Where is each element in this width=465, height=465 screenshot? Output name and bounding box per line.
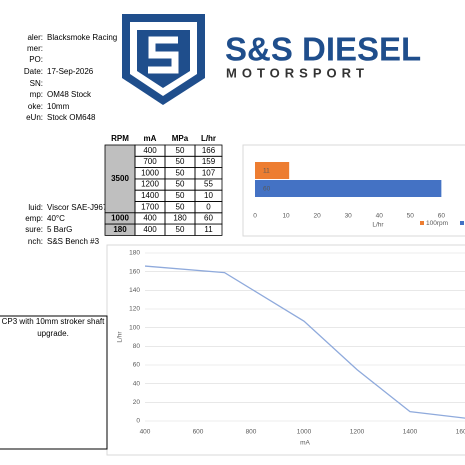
x-tick-label: 50: [407, 213, 415, 220]
rpm-value: 180: [113, 225, 127, 234]
x-tick-label: 1400: [403, 429, 418, 436]
bar-label: 11: [263, 168, 270, 175]
logo-subtitle: MOTORSPORT: [226, 65, 369, 80]
x-tick-label: 30: [345, 213, 353, 220]
field-label: Date:: [24, 67, 43, 76]
table-value: 10: [204, 191, 213, 200]
y-tick-label: 60: [133, 362, 141, 369]
field-label: PO:: [29, 55, 43, 64]
y-tick-label: 100: [129, 324, 140, 331]
x-axis-label: mA: [300, 440, 310, 447]
field-value: OM48 Stock: [47, 90, 92, 99]
y-tick-label: 140: [129, 287, 140, 294]
logo-title: S&S DIESEL: [225, 31, 421, 68]
bar-label: 60: [263, 186, 271, 193]
legend-swatch: [460, 221, 464, 225]
y-axis-label: L/hr: [117, 331, 124, 343]
field-label: emp:: [25, 214, 43, 223]
table-value: 50: [176, 146, 185, 155]
table-value: 50: [176, 191, 185, 200]
x-tick-label: 800: [246, 429, 257, 436]
field-label: mp:: [30, 90, 43, 99]
table-value: 107: [202, 168, 216, 177]
y-tick-label: 120: [129, 306, 140, 313]
table-value: 50: [176, 180, 185, 189]
field-value: 40°C: [47, 214, 65, 223]
field-value: 17-Sep-2026: [47, 67, 94, 76]
table-header: RPM: [111, 134, 129, 143]
x-tick-label: 1600: [456, 429, 465, 436]
table-value: 180: [173, 214, 187, 223]
field-label: oke:: [28, 102, 43, 111]
bar: [255, 180, 442, 197]
field-value: S&S Bench #3: [47, 237, 100, 246]
field-label: eUn:: [26, 113, 43, 122]
note-text: CP3 with 10mm stroker shaft: [2, 317, 105, 326]
rpm-cell: [104, 144, 136, 214]
legend-label: 100rpm: [426, 220, 448, 227]
table-value: 55: [204, 180, 213, 189]
table-value: 1000: [141, 168, 159, 177]
table-value: 159: [202, 157, 216, 166]
x-tick-label: 10: [282, 213, 290, 220]
x-axis-label: L/hr: [372, 222, 384, 229]
plot: [145, 265, 465, 419]
table-value: 1200: [141, 180, 159, 189]
table-value: 60: [204, 214, 213, 223]
x-tick-label: 20: [314, 213, 322, 220]
bar: [255, 162, 290, 179]
y-tick-label: 20: [133, 399, 141, 406]
y-tick-label: 40: [133, 380, 141, 387]
x-tick-label: 1000: [297, 429, 312, 436]
table-header: MPa: [172, 134, 189, 143]
y-tick-label: 0: [136, 418, 140, 425]
line-chart-frame: [106, 244, 465, 456]
field-value: 5 BarG: [47, 225, 72, 234]
table-value: 400: [143, 225, 157, 234]
table-value: 400: [143, 146, 157, 155]
x-tick-label: 1200: [350, 429, 365, 436]
line: [145, 265, 465, 419]
field-label: sure:: [25, 225, 43, 234]
table-value: 50: [176, 225, 185, 234]
table-value: 11: [204, 225, 213, 234]
table-value: 1700: [141, 202, 159, 211]
x-tick-label: 0: [253, 213, 257, 220]
x-tick-label: 600: [193, 429, 204, 436]
rpm-value: 3500: [111, 174, 129, 183]
field-label: nch:: [28, 237, 43, 246]
table-value: 50: [176, 157, 185, 166]
field-value: 10mm: [47, 102, 70, 111]
table-value: 50: [176, 168, 185, 177]
y-tick-label: 160: [129, 268, 140, 275]
field-value: Blacksmoke Racing: [47, 33, 117, 42]
legend-swatch: [420, 221, 424, 225]
y-tick-label: 80: [133, 343, 141, 350]
table-header: mA: [144, 134, 157, 143]
note-text: upgrade.: [37, 329, 69, 338]
table-value: 400: [143, 214, 157, 223]
x-tick-label: 40: [376, 213, 384, 220]
table-value: 1400: [141, 191, 159, 200]
table-value: 0: [206, 202, 211, 211]
note-box: [0, 315, 108, 450]
field-value: Viscor SAE-J967: [47, 203, 108, 212]
field-value: Stock OM648: [47, 113, 96, 122]
x-tick-label: 400: [140, 429, 151, 436]
x-tick-label: 60: [438, 213, 446, 220]
rpm-value: 1000: [111, 214, 129, 223]
table-value: 700: [143, 157, 157, 166]
field-label: aler:: [27, 33, 43, 42]
table-value: 166: [202, 146, 216, 155]
field-label: SN:: [30, 79, 43, 88]
field-label: mer:: [27, 44, 43, 53]
table-cell: [194, 223, 223, 236]
table-value: 50: [176, 202, 185, 211]
field-label: luid:: [28, 203, 43, 212]
table-header: L/hr: [201, 134, 216, 143]
logo: S&S DIESEL MOTORSPORT: [122, 14, 421, 105]
y-tick-label: 180: [129, 250, 140, 257]
